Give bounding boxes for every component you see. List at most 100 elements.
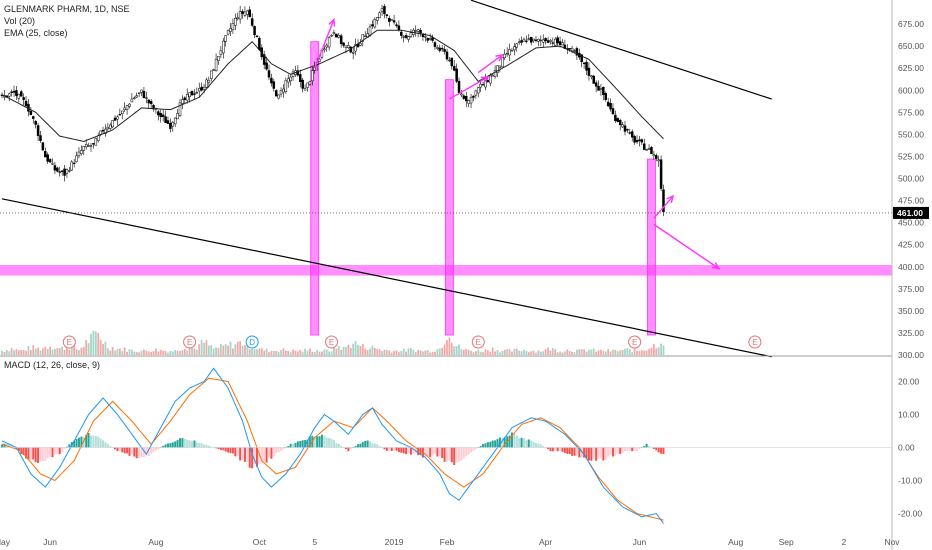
volume-bar [633, 348, 636, 355]
volume-bar [260, 348, 263, 355]
arrow-shaft [653, 223, 720, 270]
volume-bar [390, 352, 393, 355]
current-price-tag [893, 206, 929, 219]
candle-body [537, 39, 540, 42]
macd-histogram-bar [183, 438, 186, 448]
candle-body [522, 38, 526, 42]
trendlines[interactable] [1, 0, 772, 358]
macd-histogram-bar [203, 444, 206, 448]
macd-histogram-bar [486, 442, 489, 448]
volume-bar [554, 349, 557, 355]
volume-bar [583, 349, 586, 355]
candle-body [662, 189, 665, 213]
volume-bar [366, 350, 369, 355]
macd-histogram-bar [186, 439, 189, 448]
earnings-marker-label: E [187, 338, 192, 347]
candle-body [171, 122, 175, 127]
candle-body [652, 154, 656, 157]
macd-histogram-bar [188, 440, 191, 448]
volume-bar [73, 345, 76, 355]
volume-bar [248, 349, 251, 355]
macd-histogram-bar [73, 440, 76, 448]
macd-histogram-bar [563, 447, 566, 453]
volume-bar [219, 343, 222, 355]
volume-bar [296, 351, 299, 355]
volume-bar [337, 346, 340, 355]
annotation-arrows[interactable] [314, 18, 721, 270]
volume-bar [90, 333, 92, 355]
legend: GLENMARK PHARM, 1D, NSE Vol (20) EMA (25… [4, 4, 130, 370]
volume-bar [486, 350, 489, 355]
candle-body [438, 47, 442, 51]
volume-bar [417, 350, 420, 355]
candle-body [99, 130, 102, 135]
macd-histogram-bar [556, 447, 559, 452]
arrow-head [328, 18, 336, 27]
time-tick-label: Jun [43, 537, 57, 547]
volume-bar [657, 347, 660, 355]
macd-histogram-bar [234, 447, 237, 457]
candle-body [467, 100, 470, 104]
macd-histogram-bar [174, 441, 177, 448]
volume-bar [133, 351, 136, 355]
volume-bar [467, 349, 470, 355]
macd-histogram-bar [39, 447, 42, 462]
volume-bar [217, 348, 220, 355]
macd-histogram-bar [99, 438, 102, 448]
volume-bar [207, 345, 210, 355]
macd-histogram-bar [328, 437, 331, 448]
candle-body [525, 40, 528, 42]
candle-body [517, 41, 521, 43]
volume-bar [44, 346, 47, 355]
macd-histogram-bar [17, 447, 20, 452]
macd-histogram-bar [542, 446, 545, 448]
volume-bar [650, 347, 653, 355]
macd-histogram-bar [636, 447, 639, 451]
macd-histogram-bar [248, 447, 251, 468]
candle-body [532, 38, 535, 42]
volume-bar [426, 350, 429, 355]
volume-bar [520, 351, 523, 355]
macd-histogram-bar [236, 447, 239, 457]
volume-bar [513, 348, 516, 355]
volume-bar [325, 349, 328, 355]
volume-bar [289, 352, 292, 355]
macd-histogram-bar [320, 434, 323, 448]
volume-bar [179, 350, 181, 355]
macd-histogram-bar [496, 439, 499, 448]
volume-bar [446, 340, 448, 355]
time-tick-label: Feb [440, 537, 455, 547]
arrow-head [480, 76, 490, 84]
candle-body [626, 129, 629, 131]
volume-bar [8, 351, 11, 355]
candle-body [489, 75, 492, 84]
trendline [1, 198, 772, 358]
volume-bar [652, 344, 655, 355]
volume-bar [244, 345, 246, 355]
volume-bar [275, 350, 278, 355]
macd-histogram-bar [607, 447, 610, 457]
volume-bar [556, 352, 559, 355]
volume-bar [345, 346, 347, 355]
time-tick-label: Jun [633, 537, 647, 547]
arrow-shaft [477, 54, 503, 74]
volume-bar [10, 348, 13, 355]
volume-bar [205, 340, 208, 355]
macd-histogram-bar [359, 443, 362, 448]
candle-body [457, 80, 461, 94]
volume-bar [400, 351, 403, 355]
macd-histogram-bar [304, 440, 307, 448]
macd-histogram-bar [633, 447, 636, 451]
candle-body [640, 139, 644, 143]
volume-bar [66, 347, 68, 355]
candle-body [306, 82, 309, 88]
macd-histogram-bar [621, 447, 624, 453]
macd-histogram-bar [25, 447, 28, 459]
volume-bars [1, 330, 665, 355]
volume-bar [549, 350, 552, 355]
candle-body [556, 37, 559, 44]
macd-histogram-bar [270, 447, 273, 459]
volume-bar [342, 346, 345, 355]
